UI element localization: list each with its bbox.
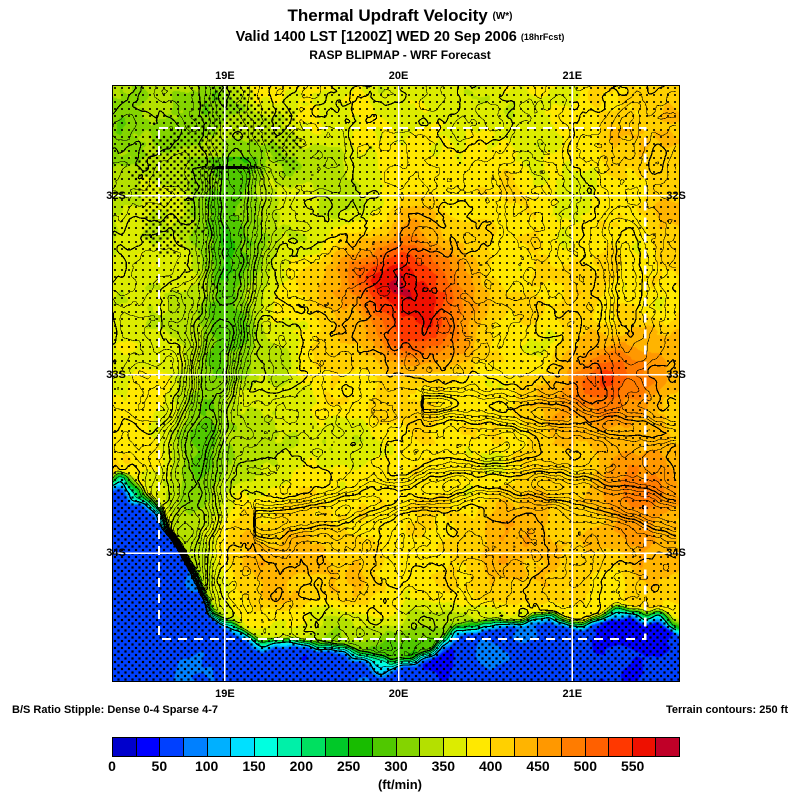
colorbar-swatch xyxy=(491,738,515,756)
terrain-contour xyxy=(112,480,677,676)
model-line: RASP BLIPMAP - WRF Forecast xyxy=(309,48,491,62)
stipple-legend-note: B/S Ratio Stipple: Dense 0-4 Sparse 4-7 xyxy=(12,704,219,716)
colorbar-swatch xyxy=(443,738,468,756)
colorbar-swatch xyxy=(656,738,679,756)
colorbar-tick-labels: 0 50 100 150 200 250 300 350 400 450 500 550 xyxy=(0,758,800,776)
title-block: Thermal Updraft Velocity (W*) Valid 1400… xyxy=(0,0,800,63)
colorbar-swatch xyxy=(254,738,279,756)
colorbar-swatch xyxy=(231,738,255,756)
colorbar-tick: 0 xyxy=(108,758,116,774)
colorbar-swatch xyxy=(349,738,373,756)
colorbar-swatch xyxy=(538,738,562,756)
colorbar-unit-label: (ft/min) xyxy=(377,777,423,792)
bs-ratio-stipple xyxy=(113,86,680,681)
terrain-contour-note: Terrain contours: 250 ft xyxy=(665,704,788,716)
title-superscript: (W*) xyxy=(492,11,513,22)
lat-label-right: 33S xyxy=(666,368,686,381)
colorbar-swatch xyxy=(372,738,397,756)
colorbar-swatch xyxy=(632,738,657,756)
colorbar-tick: 100 xyxy=(194,758,219,774)
lat-label-right: 32S xyxy=(666,189,686,202)
map-panel[interactable]: 32S 32S 33S 33S 34S 34S xyxy=(106,85,686,682)
colorbar-tick: 300 xyxy=(384,758,408,774)
colorbar-swatch xyxy=(302,738,326,756)
sector-boundary-dashed xyxy=(157,126,647,641)
colorbar-swatch xyxy=(585,738,610,756)
lat-label-left: 33S xyxy=(106,368,126,381)
colorbar[interactable] xyxy=(112,737,680,757)
colorbar-swatch xyxy=(183,738,208,756)
colorbar-tick: 150 xyxy=(242,758,266,774)
valid-time-text: Valid 1400 LST [1200Z] WED 20 Sep 2006 xyxy=(235,29,517,45)
lon-label-top: 20E xyxy=(388,70,409,82)
colorbar-tick: 50 xyxy=(151,758,168,774)
terrain-contour xyxy=(170,167,646,570)
colorbar-tick: 500 xyxy=(573,758,598,774)
valid-time-line: Valid 1400 LST [1200Z] WED 20 Sep 2006 (… xyxy=(0,28,800,46)
colorbar-tick: 400 xyxy=(478,758,503,774)
colorbar-tick: 350 xyxy=(431,758,456,774)
colorbar-swatch xyxy=(561,738,586,756)
colorbar-tick: 450 xyxy=(526,758,550,774)
colorbar-tick: 550 xyxy=(620,758,645,774)
colorbar-swatch xyxy=(160,738,184,756)
colorbar-swatch xyxy=(325,738,350,756)
colorbar-swatch xyxy=(396,738,421,756)
lon-label-bottom: 20E xyxy=(388,688,409,700)
lon-label-top: 21E xyxy=(562,70,583,82)
map-overlays xyxy=(112,85,680,682)
title-text: Thermal Updraft Velocity xyxy=(287,6,488,25)
colorbar-swatch xyxy=(207,738,232,756)
colorbar-swatch xyxy=(467,738,491,756)
lat-label-left: 34S xyxy=(106,547,126,560)
colorbar-tick: 250 xyxy=(336,758,361,774)
lat-label-left: 32S xyxy=(106,189,126,202)
terrain-contour xyxy=(168,166,677,573)
lon-label-bottom: 21E xyxy=(562,688,583,700)
lon-label-bottom: 19E xyxy=(215,688,235,700)
forecast-hour-text: (18hrFcst) xyxy=(520,32,565,42)
map-border xyxy=(112,85,680,682)
page-title: Thermal Updraft Velocity (W*) xyxy=(0,6,800,27)
colorbar-swatch xyxy=(278,738,302,756)
colorbar-swatch xyxy=(609,738,633,756)
map-clip xyxy=(112,85,680,682)
colorbar-swatch xyxy=(420,738,444,756)
terrain-contour xyxy=(162,85,677,592)
lon-label-top: 19E xyxy=(215,70,235,82)
lat-label-right: 34S xyxy=(666,547,686,560)
colorbar-swatch xyxy=(514,738,539,756)
colorbar-swatch xyxy=(113,738,137,756)
terrain-contour xyxy=(112,89,677,665)
colorbar-swatch xyxy=(136,738,161,756)
thermal-updraft-field xyxy=(112,85,680,682)
colorbar-tick: 200 xyxy=(289,758,314,774)
